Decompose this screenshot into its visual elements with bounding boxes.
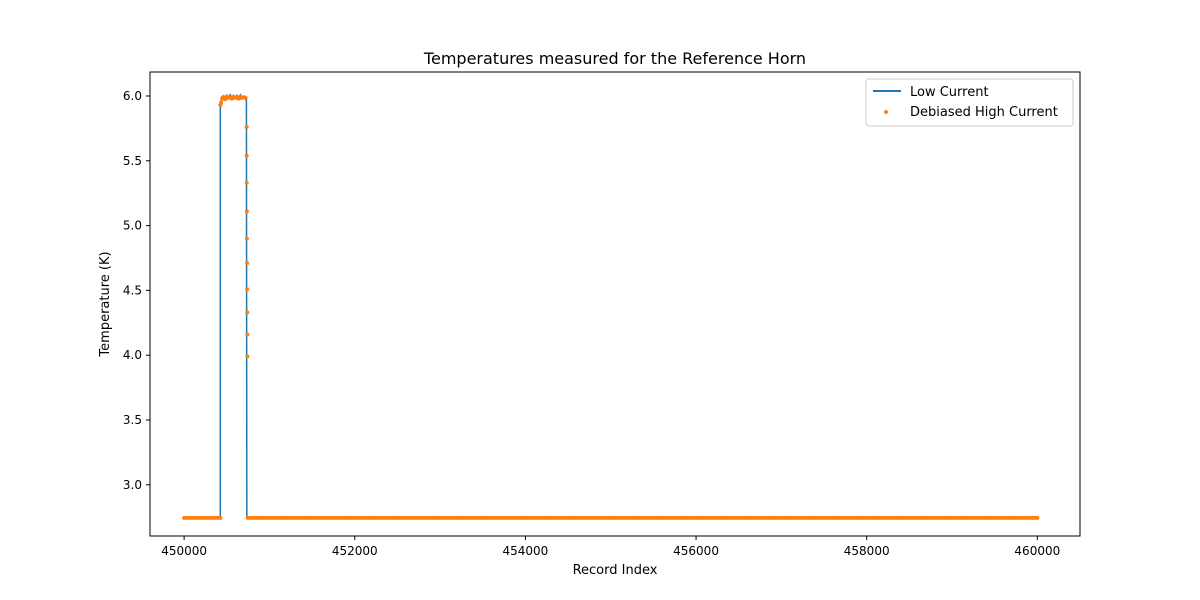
y-tick-label: 4.0 [123, 348, 142, 362]
scatter-point [244, 125, 249, 130]
legend-label-debiased-high-current: Debiased High Current [910, 105, 1058, 120]
x-tick-label: 460000 [1014, 544, 1060, 558]
legend-label-low-current: Low Current [910, 85, 989, 100]
y-tick-label: 5.0 [123, 219, 142, 233]
x-tick-label: 454000 [503, 544, 549, 558]
legend-dot-marker [884, 110, 888, 114]
scatter-point [1035, 515, 1040, 520]
x-tick-label: 450000 [161, 544, 207, 558]
scatter-point [245, 354, 250, 359]
scatter-point [218, 515, 223, 520]
y-tick-label: 3.5 [123, 413, 142, 427]
x-axis: 450000 452000 454000 456000 458000 460000 [161, 536, 1060, 558]
y-axis: 3.0 3.5 4.0 4.5 5.0 5.5 6.0 [123, 89, 150, 492]
scatter-point [243, 95, 248, 100]
x-axis-label: Record Index [573, 563, 658, 578]
scatter-point [245, 310, 250, 315]
y-tick-label: 6.0 [123, 89, 142, 103]
scatter-point [245, 332, 250, 337]
plot-area [149, 71, 1081, 537]
x-tick-label: 458000 [844, 544, 890, 558]
scatter-point [245, 287, 250, 292]
scatter-point [244, 180, 249, 185]
x-tick-label: 452000 [332, 544, 378, 558]
legend: Low Current Debiased High Current [865, 78, 1074, 127]
series-layer [182, 93, 1040, 520]
x-tick-label: 456000 [673, 544, 719, 558]
chart-title: Temperatures measured for the Reference … [423, 49, 806, 68]
y-axis-label: Temperature (K) [98, 251, 113, 357]
scatter-point [244, 153, 249, 158]
scatter-point [244, 209, 249, 214]
y-tick-label: 3.0 [123, 478, 142, 492]
scatter-point [244, 236, 249, 241]
plot-frame [149, 71, 1081, 537]
scatter-point [245, 261, 250, 266]
legend-frame [865, 78, 1074, 127]
y-tick-label: 4.5 [123, 283, 142, 297]
y-tick-label: 5.5 [123, 154, 142, 168]
scatter-point [219, 100, 224, 105]
